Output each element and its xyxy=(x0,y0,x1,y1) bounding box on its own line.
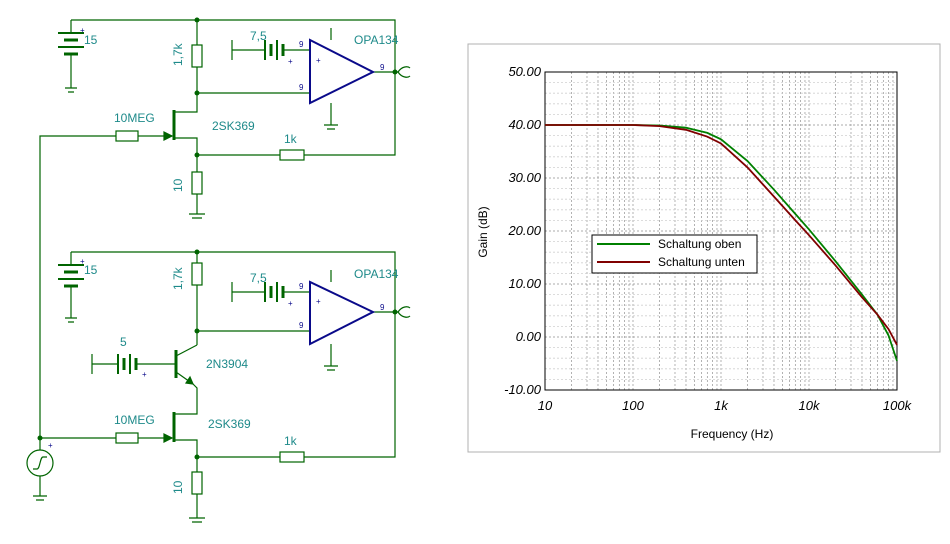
bottom-circuit xyxy=(33,251,398,523)
top-jfet xyxy=(150,110,198,155)
top-ref-battery-label: 7,5 xyxy=(250,29,267,43)
top-feedback-resistor xyxy=(279,149,305,161)
legend-entry-unten: Schaltung unten xyxy=(658,255,745,269)
bottom-bjt xyxy=(174,344,198,412)
top-battery-plus: + xyxy=(80,26,85,35)
top-opamp-label: OPA134 xyxy=(354,33,399,47)
plot-frame xyxy=(544,71,898,391)
x-tick-label: 10k xyxy=(799,398,821,413)
bottom-ref-battery-plus: + xyxy=(288,299,293,308)
top-ref-battery xyxy=(231,40,310,60)
y-tick-label: 20.00 xyxy=(507,223,541,238)
top-source-resistor-label: 10 xyxy=(171,178,185,192)
plot-series xyxy=(545,124,898,362)
bottom-ref-battery xyxy=(231,282,310,302)
top-jfet-label: 2SK369 xyxy=(212,119,255,133)
legend-box xyxy=(591,234,758,274)
bottom-pin-label-3: 9 xyxy=(380,303,385,312)
signal-generator xyxy=(26,449,54,477)
bottom-pin-label-2: 9 xyxy=(299,321,304,330)
y-axis-label: Gain (dB) xyxy=(476,206,490,257)
bottom-base-battery-plus: + xyxy=(142,370,147,379)
x-tick-label: 100k xyxy=(883,398,913,413)
x-tick-label: 100 xyxy=(622,398,644,413)
bottom-opamp-label: OPA134 xyxy=(354,267,399,281)
top-opamp-plus: + xyxy=(316,56,321,65)
bottom-jfet xyxy=(150,412,198,457)
top-battery-label: 15 xyxy=(84,33,98,47)
bottom-jfet-label: 2SK369 xyxy=(208,417,251,431)
top-pin-label-2: 9 xyxy=(299,83,304,92)
bottom-feedback-resistor-label: 1k xyxy=(284,434,298,448)
x-tick-label: 1k xyxy=(714,398,729,413)
bottom-source-resistor-label: 10 xyxy=(171,480,185,494)
y-tick-label: 50.00 xyxy=(508,64,541,79)
top-circuit xyxy=(39,19,398,438)
top-gate-resistor xyxy=(115,130,139,142)
bottom-battery-plus: + xyxy=(80,257,85,266)
top-pin-label-1: 9 xyxy=(299,40,304,49)
bottom-opamp-plus: + xyxy=(316,297,321,306)
bottom-bjt-label: 2N3904 xyxy=(206,357,248,371)
generator-plus: + xyxy=(48,441,53,450)
top-feedback-resistor-label: 1k xyxy=(284,132,298,146)
series-line-unten xyxy=(545,124,898,346)
top-drain-resistor-label: 1,7k xyxy=(171,42,185,66)
y-tick-label: 10.00 xyxy=(508,276,541,291)
top-ref-battery-plus: + xyxy=(288,57,293,66)
bottom-ref-battery-label: 7,5 xyxy=(250,271,267,285)
bottom-pin-label-1: 9 xyxy=(299,282,304,291)
x-axis-label: Frequency (Hz) xyxy=(691,427,774,441)
legend: Schaltung oben Schaltung unten xyxy=(591,234,758,274)
top-gate-resistor-label: 10MEG xyxy=(114,111,155,125)
y-tick-label: 0.00 xyxy=(516,329,542,344)
bottom-gate-resistor xyxy=(115,432,139,444)
top-drain-resistor xyxy=(191,44,203,68)
bottom-drain-resistor xyxy=(191,262,203,286)
y-tick-label: -10.00 xyxy=(504,382,542,397)
plot-tick-labels: 10 100 1k 10k 100k 50.00 40.00 30.00 20.00 10.00 0… xyxy=(504,64,912,413)
y-tick-label: 40.00 xyxy=(508,117,541,132)
legend-entry-oben: Schaltung oben xyxy=(658,237,741,251)
bottom-battery-label: 15 xyxy=(84,263,98,277)
top-supply-battery xyxy=(58,30,84,62)
top-opamp xyxy=(309,38,376,105)
bottom-source-resistor xyxy=(191,471,203,495)
bottom-gate-resistor-label: 10MEG xyxy=(114,413,155,427)
bottom-opamp xyxy=(309,280,376,346)
bottom-base-battery xyxy=(91,354,176,374)
bottom-feedback-resistor xyxy=(279,451,305,463)
x-tick-label: 10 xyxy=(538,398,553,413)
y-tick-label: 30.00 xyxy=(508,170,541,185)
bottom-supply-battery xyxy=(58,262,84,294)
top-pin-label-3: 9 xyxy=(380,63,385,72)
bottom-drain-resistor-label: 1,7k xyxy=(171,266,185,290)
bottom-base-battery-label: 5 xyxy=(120,335,127,349)
top-source-resistor xyxy=(191,171,203,195)
